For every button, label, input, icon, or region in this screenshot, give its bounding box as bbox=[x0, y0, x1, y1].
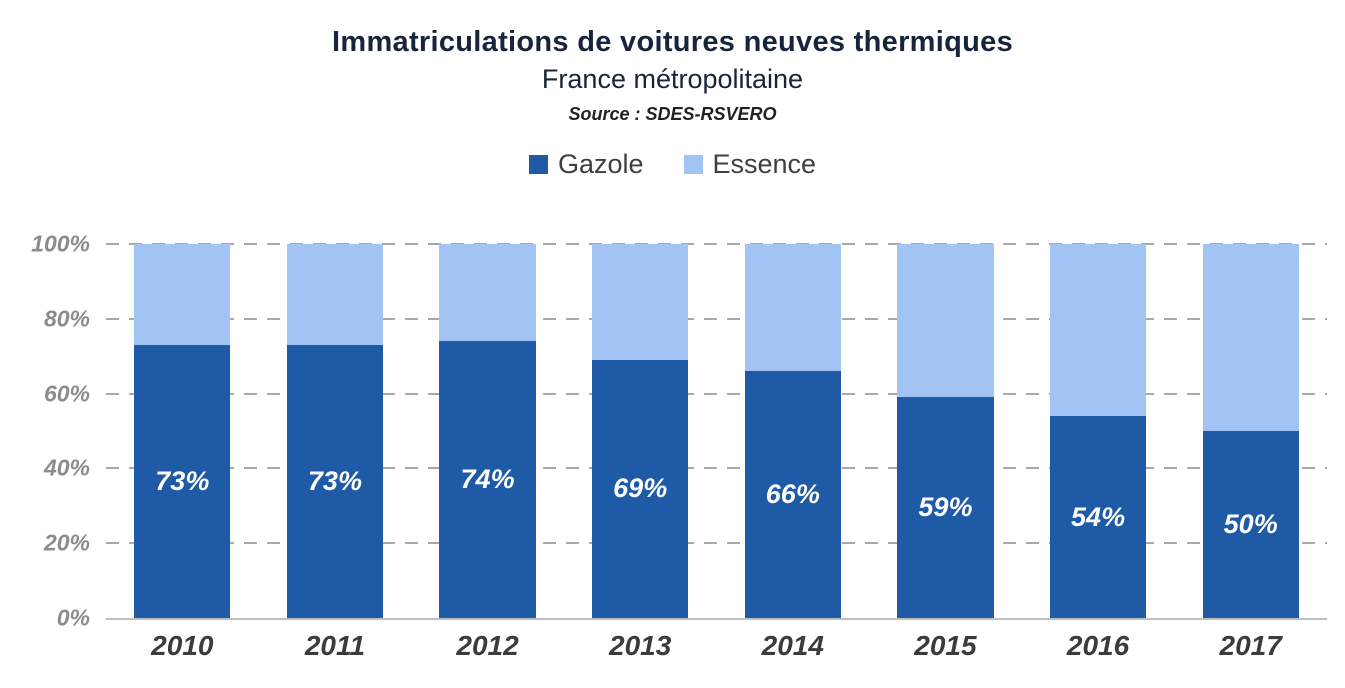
x-axis-label-2016: 2016 bbox=[1066, 630, 1130, 661]
x-axis: 2010 2011 2012 2013 2014 2015 2016 2017 bbox=[106, 630, 1327, 662]
bar-value-label: 73% bbox=[307, 465, 362, 496]
bar-segment-gazole-2012: 74% bbox=[439, 341, 536, 618]
source-caption: Source : SDES-RSVERO bbox=[568, 104, 777, 124]
y-axis-tick-label: 100% bbox=[31, 230, 90, 257]
stacked-bar-2012: 74% bbox=[439, 244, 536, 618]
legend-label-gazole: Gazole bbox=[557, 149, 644, 179]
x-axis-label-2013: 2013 bbox=[609, 630, 672, 661]
x-axis-label-2010: 2010 bbox=[151, 630, 214, 661]
bar-segment-gazole-2016: 54% bbox=[1049, 416, 1147, 618]
gridline bbox=[106, 243, 1327, 245]
stacked-bar-2013: 69% bbox=[592, 244, 689, 618]
bar-value-label: 59% bbox=[918, 492, 973, 523]
bar-value-label: 50% bbox=[1223, 509, 1278, 539]
bar-column-2012: 74% bbox=[411, 244, 564, 618]
legend-item-essence: Essence bbox=[683, 149, 817, 180]
bar-value-label: 54% bbox=[1071, 501, 1126, 532]
gridline bbox=[106, 467, 1327, 470]
bar-segment-gazole-2017: 50% bbox=[1202, 431, 1299, 618]
plot-area: 73% 73% 74% 69% 66% 59% 54% 50% bbox=[106, 243, 1327, 620]
stacked-bar-2014: 66% bbox=[744, 244, 841, 618]
stacked-bar-2015: 59% bbox=[897, 244, 994, 618]
bar-segment-essence-2011 bbox=[286, 244, 383, 345]
bar-value-label: 74% bbox=[460, 464, 515, 495]
stacked-bar-2017: 50% bbox=[1202, 244, 1299, 618]
x-axis-label-2015: 2015 bbox=[914, 630, 977, 661]
bar-column-2015: 59% bbox=[869, 244, 1022, 618]
x-axis-label-2011: 2011 bbox=[304, 630, 366, 661]
stacked-bar-2010: 73% bbox=[134, 244, 231, 618]
stacked-bar-2016: 54% bbox=[1049, 244, 1147, 618]
bar-column-2013: 69% bbox=[564, 244, 717, 618]
bar-segment-essence-2017 bbox=[1202, 244, 1299, 431]
legend-swatch-essence bbox=[683, 155, 703, 174]
bar-segment-essence-2012 bbox=[439, 244, 536, 342]
bar-segment-gazole-2010: 73% bbox=[134, 344, 231, 618]
bar-segment-essence-2016 bbox=[1049, 244, 1147, 417]
legend-item-gazole: Gazole bbox=[528, 149, 644, 180]
y-axis-tick-label: 60% bbox=[43, 380, 90, 407]
bar-column-2011: 73% bbox=[259, 244, 412, 618]
bar-segment-essence-2014 bbox=[744, 244, 841, 372]
bar-segment-essence-2010 bbox=[134, 244, 231, 345]
bar-column-2016: 54% bbox=[1022, 244, 1175, 618]
page-title: Immatriculations de voitures neuves ther… bbox=[332, 26, 1013, 58]
gridline bbox=[106, 392, 1327, 395]
y-axis-tick-label: 20% bbox=[43, 529, 90, 556]
chart-subtitle: France métropolitaine bbox=[541, 64, 804, 94]
bar-segment-essence-2013 bbox=[592, 244, 689, 360]
stacked-bar-2011: 73% bbox=[286, 244, 383, 618]
bar-column-2017: 50% bbox=[1174, 244, 1327, 618]
y-axis: 0% 20% 40% 60% 80% 100% bbox=[0, 232, 90, 629]
bar-segment-gazole-2014: 66% bbox=[744, 371, 841, 618]
bar-value-label: 69% bbox=[613, 473, 668, 504]
x-axis-label-2017: 2017 bbox=[1219, 630, 1282, 661]
x-axis-label-2012: 2012 bbox=[456, 630, 519, 661]
y-axis-tick-label: 40% bbox=[43, 454, 90, 481]
bar-column-2014: 66% bbox=[717, 244, 870, 618]
bars-row: 73% 73% 74% 69% 66% 59% 54% 50% bbox=[106, 244, 1327, 618]
bar-segment-gazole-2013: 69% bbox=[592, 359, 689, 618]
bar-segment-essence-2015 bbox=[897, 244, 994, 398]
legend-swatch-gazole bbox=[528, 155, 548, 174]
legend: Gazole Essence bbox=[0, 149, 1345, 180]
gridline bbox=[106, 542, 1327, 545]
y-axis-tick-label: 80% bbox=[43, 305, 90, 332]
x-axis-label-2014: 2014 bbox=[761, 630, 824, 661]
bar-value-label: 66% bbox=[765, 479, 820, 510]
legend-label-essence: Essence bbox=[712, 149, 817, 179]
y-axis-tick-label: 0% bbox=[56, 604, 90, 631]
bar-segment-gazole-2011: 73% bbox=[286, 344, 383, 618]
bar-value-label: 73% bbox=[155, 465, 210, 496]
bar-column-2010: 73% bbox=[106, 244, 259, 618]
bar-segment-gazole-2015: 59% bbox=[897, 397, 994, 618]
gridline bbox=[106, 317, 1327, 320]
